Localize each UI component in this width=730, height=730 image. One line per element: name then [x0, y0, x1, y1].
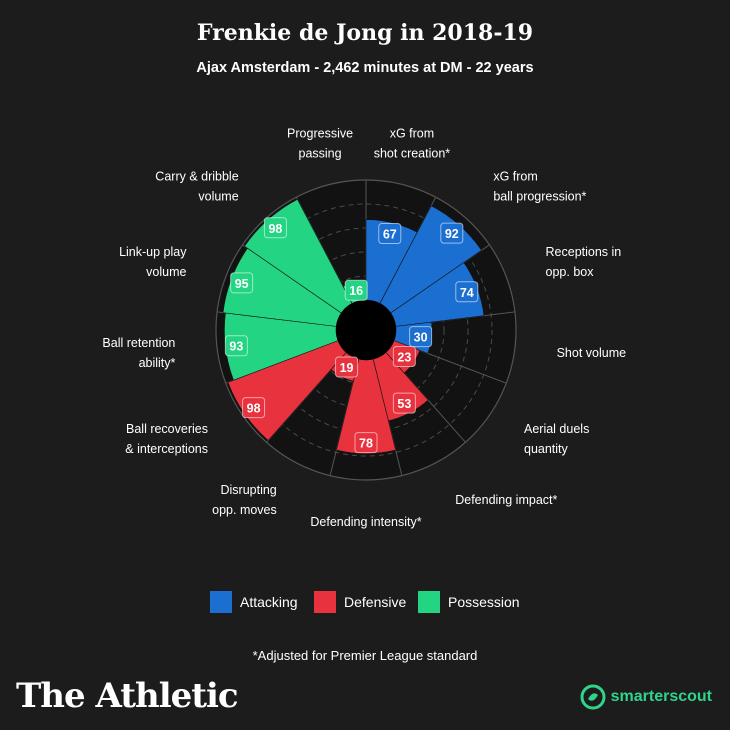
value-badge	[354, 432, 378, 454]
value-badge	[242, 397, 266, 419]
value-badge	[335, 356, 359, 378]
category-label: Ball retention ability*	[102, 336, 175, 370]
legend-item-possession: Possession	[418, 591, 520, 613]
category-label: Shot volume	[557, 346, 627, 360]
value-label: 95	[235, 277, 249, 291]
chart-subtitle: Ajax Amsterdam - 2,462 minutes at DM - 2…	[196, 60, 534, 76]
value-label: 53	[397, 397, 411, 411]
value-label: 30	[414, 331, 428, 345]
value-label: 92	[445, 227, 459, 241]
value-badge	[230, 272, 254, 294]
category-label: Receptions in opp. box	[546, 245, 622, 279]
value-label: 19	[340, 361, 354, 375]
value-label: 67	[383, 227, 397, 241]
value-label: 23	[397, 350, 411, 364]
legend-label-attacking: Attacking	[240, 594, 298, 610]
category-label: Progressive passing	[287, 127, 353, 161]
value-badge	[224, 335, 248, 357]
legend-item-attacking: Attacking	[210, 591, 298, 613]
legend-item-defensive: Defensive	[314, 591, 406, 613]
legend-swatch-attacking	[210, 591, 232, 613]
value-label: 16	[349, 284, 363, 298]
category-label: xG from shot creation*	[374, 127, 451, 161]
smarterscout-logo: smarterscout	[580, 684, 712, 710]
the-athletic-logo: The Athletic	[16, 676, 239, 716]
value-label: 98	[268, 222, 282, 236]
category-label: xG from ball progression*	[493, 169, 586, 203]
category-label: Defending intensity*	[310, 515, 421, 529]
smarterscout-logo-icon	[580, 684, 606, 710]
chart-title: Frenkie de Jong in 2018-19	[196, 20, 534, 46]
value-badge	[440, 222, 464, 244]
value-label: 78	[359, 437, 373, 451]
smarterscout-wordmark: smarterscout	[610, 688, 712, 705]
chart-legend: Attacking Defensive Possession	[0, 591, 730, 613]
category-label: Disrupting opp. moves	[212, 483, 277, 517]
value-badge	[455, 281, 479, 303]
category-label: Aerial duels quantity	[524, 422, 589, 456]
footnote: *Adjusted for Premier League standard	[252, 648, 478, 663]
value-label: 93	[229, 340, 243, 354]
value-badge	[392, 392, 416, 414]
chart-center	[336, 300, 396, 360]
value-badge	[378, 222, 402, 244]
value-label: 98	[247, 402, 261, 416]
value-badge	[409, 326, 433, 348]
value-badge	[392, 345, 416, 367]
legend-label-defensive: Defensive	[344, 594, 407, 610]
legend-swatch-possession	[418, 591, 440, 613]
category-label: Carry & dribble volume	[155, 169, 238, 203]
legend-label-possession: Possession	[448, 594, 520, 610]
category-label: Ball recoveries & interceptions	[125, 422, 208, 456]
value-label: 74	[460, 286, 474, 300]
grid-ring	[239, 203, 493, 457]
legend-swatch-defensive	[314, 591, 336, 613]
category-label: Defending impact*	[455, 493, 557, 507]
value-badge	[263, 217, 287, 239]
value-badge	[344, 279, 368, 301]
category-label: Link-up play volume	[119, 245, 187, 279]
